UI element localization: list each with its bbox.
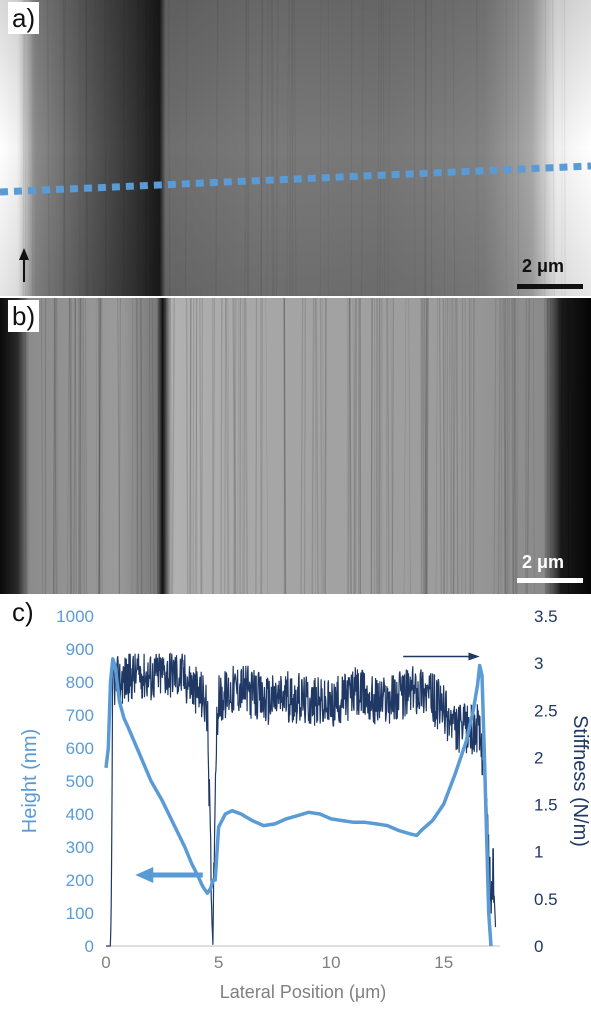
scale-bar-label-b: 2 μm [522, 552, 564, 573]
x-tick-label: 15 [434, 953, 453, 972]
stiffness-map-image [0, 298, 591, 594]
y-left-tick-label: 900 [66, 640, 94, 659]
scale-bar-a [517, 284, 583, 289]
scale-bar-label-a: 2 μm [522, 256, 564, 277]
scale-bar-b [517, 578, 583, 583]
y-right-axis-label: Stiffness (N/m) [569, 715, 591, 847]
y-left-tick-label: 700 [66, 706, 94, 725]
y-left-tick-label: 100 [66, 904, 94, 923]
stiffness-series-line [106, 654, 496, 946]
y-right-tick-label: 3 [534, 654, 543, 673]
panel-a-height-image: a) 2 μm [0, 0, 591, 296]
y-left-axis-label: Height (nm) [19, 729, 41, 833]
y-right-tick-label: 3.5 [534, 607, 558, 626]
y-left-tick-label: 600 [66, 739, 94, 758]
y-right-tick-label: 0.5 [534, 890, 558, 909]
y-left-tick-label: 300 [66, 838, 94, 857]
x-tick-label: 10 [322, 953, 341, 972]
y-left-tick-label: 0 [85, 937, 94, 956]
panel-label-b: b) [8, 300, 39, 332]
panel-label-c: c) [8, 596, 38, 628]
height-map-image [0, 0, 591, 296]
profile-chart: 0 5 10 15 0 100 200 300 400 500 600 700 800 900 1000 0 0… [0, 596, 591, 1016]
y-left-tick-label: 500 [66, 772, 94, 791]
y-left-tick-label: 800 [66, 673, 94, 692]
y-right-tick-label: 1.5 [534, 796, 558, 815]
x-tick-label: 5 [214, 953, 223, 972]
y-right-tick-label: 2.5 [534, 701, 558, 720]
panel-c-profile-chart: 0 5 10 15 0 100 200 300 400 500 600 700 800 900 1000 0 0… [0, 596, 591, 1016]
x-tick-label: 0 [101, 953, 110, 972]
y-right-tick-label: 2 [534, 748, 543, 767]
y-right-tick-label: 0 [534, 937, 543, 956]
y-left-tick-label: 400 [66, 805, 94, 824]
y-right-tick-label: 1 [534, 843, 543, 862]
y-left-tick-label: 1000 [56, 607, 94, 626]
x-axis-label: Lateral Position (μm) [220, 982, 386, 1002]
y-left-tick-label: 200 [66, 871, 94, 890]
stiffness-axis-arrow [403, 653, 480, 661]
panel-label-a: a) [8, 2, 39, 34]
panel-b-stiffness-image: b) 2 μm [0, 298, 591, 594]
